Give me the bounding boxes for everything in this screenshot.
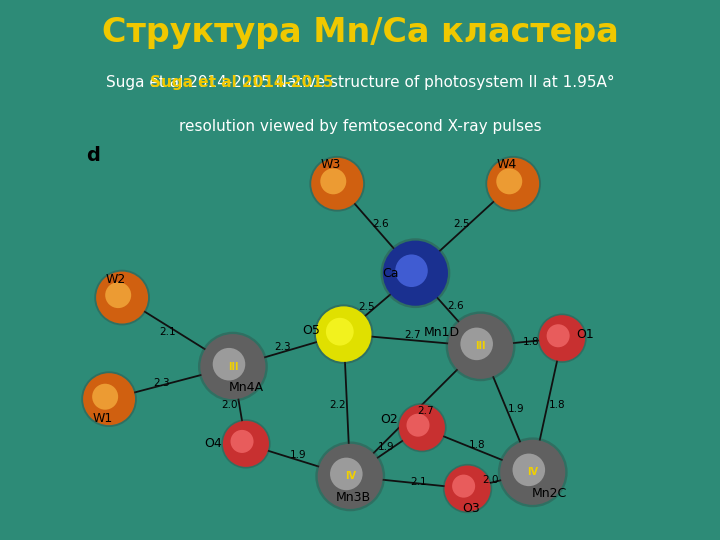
Point — [240, 440, 252, 448]
Text: W1: W1 — [92, 412, 112, 425]
Point — [462, 484, 473, 493]
Text: W4: W4 — [497, 158, 517, 171]
Text: 2.0: 2.0 — [482, 475, 499, 485]
Text: 1.8: 1.8 — [469, 440, 485, 450]
Point — [527, 468, 539, 477]
Point — [117, 293, 128, 302]
Point — [328, 177, 339, 186]
Point — [471, 340, 482, 348]
Text: Mn1D: Mn1D — [423, 326, 459, 339]
Point — [331, 179, 343, 188]
Text: Mn4A: Mn4A — [228, 381, 264, 394]
Text: 2.5: 2.5 — [358, 302, 374, 312]
Text: 1.8: 1.8 — [549, 400, 565, 410]
Text: 2.7: 2.7 — [404, 330, 420, 340]
Text: 2.1: 2.1 — [410, 477, 427, 488]
Text: IV: IV — [345, 471, 356, 481]
Point — [552, 332, 564, 340]
Text: 2.3: 2.3 — [274, 342, 291, 352]
Text: 1.8: 1.8 — [523, 338, 539, 347]
Text: 2.5: 2.5 — [453, 219, 469, 229]
Point — [112, 291, 124, 300]
Text: d: d — [86, 146, 100, 165]
Point — [338, 330, 349, 339]
Text: Mn2C: Mn2C — [531, 487, 567, 500]
Point — [413, 421, 424, 429]
Text: 2.6: 2.6 — [372, 219, 389, 229]
Text: O1: O1 — [576, 328, 594, 341]
Point — [344, 472, 356, 481]
Point — [416, 423, 428, 432]
Point — [508, 179, 519, 188]
Point — [458, 482, 469, 490]
Point — [503, 177, 515, 186]
Text: IV: IV — [527, 467, 539, 477]
Text: 2.1: 2.1 — [159, 327, 176, 337]
Text: 2.0: 2.0 — [221, 400, 238, 410]
Point — [103, 395, 114, 403]
Point — [99, 393, 111, 401]
Point — [406, 266, 418, 275]
Point — [344, 472, 356, 481]
Text: III: III — [228, 362, 238, 372]
Point — [527, 468, 539, 477]
Text: III: III — [475, 341, 486, 352]
Point — [227, 362, 238, 371]
Point — [334, 327, 346, 336]
Point — [236, 437, 248, 445]
Text: 2.7: 2.7 — [417, 406, 433, 416]
Point — [410, 269, 421, 278]
Text: O3: O3 — [462, 502, 480, 515]
Text: 1.9: 1.9 — [289, 450, 307, 460]
Point — [557, 334, 568, 342]
Text: 2.3: 2.3 — [153, 378, 169, 388]
Point — [462, 484, 473, 493]
Text: 2.6: 2.6 — [448, 301, 464, 310]
Point — [103, 395, 114, 403]
Text: Suga et al 2014-2015: Suga et al 2014-2015 — [150, 75, 570, 90]
Point — [474, 342, 486, 350]
Text: Mn3B: Mn3B — [336, 491, 371, 504]
Point — [227, 362, 238, 371]
Text: O4: O4 — [204, 437, 222, 450]
Point — [523, 465, 534, 474]
Text: W2: W2 — [105, 273, 126, 286]
Text: 1.9: 1.9 — [508, 404, 525, 414]
Text: 1.9: 1.9 — [378, 442, 395, 452]
Point — [508, 179, 519, 188]
Point — [557, 334, 568, 342]
Text: Структура Mn/Са кластера: Структура Mn/Са кластера — [102, 16, 618, 49]
Text: O5: O5 — [302, 323, 320, 336]
Point — [223, 360, 235, 368]
Text: Ca: Ca — [382, 267, 399, 280]
Point — [338, 330, 349, 339]
Point — [331, 179, 343, 188]
Point — [117, 293, 128, 302]
Text: O2: O2 — [380, 413, 398, 426]
Point — [410, 269, 421, 278]
Point — [341, 470, 352, 478]
Point — [416, 423, 428, 432]
Point — [474, 342, 486, 350]
Text: Suga et al 2014-2015 Native structure of photosystem II at 1.95A°: Suga et al 2014-2015 Native structure of… — [106, 75, 614, 90]
Point — [240, 440, 252, 448]
Text: 2.2: 2.2 — [329, 400, 346, 410]
Text: resolution viewed by femtosecond X-ray pulses: resolution viewed by femtosecond X-ray p… — [179, 119, 541, 134]
Text: W3: W3 — [320, 158, 341, 171]
